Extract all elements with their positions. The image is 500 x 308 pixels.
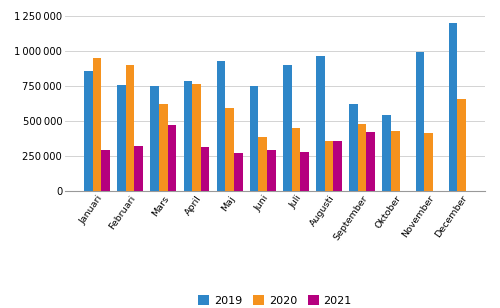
Bar (258, 137, 267, 191)
Bar (448, 23, 458, 191)
Bar (117, 85, 126, 191)
Bar (458, 99, 466, 191)
Bar (300, 152, 309, 191)
Bar (283, 65, 292, 191)
Bar (316, 56, 324, 191)
Bar (102, 150, 110, 191)
Bar (424, 133, 433, 191)
Bar (349, 103, 358, 191)
Bar (226, 108, 234, 191)
Bar (126, 65, 134, 191)
Legend: 2019, 2020, 2021: 2019, 2020, 2021 (194, 291, 356, 308)
Bar (92, 58, 102, 191)
Bar (416, 52, 424, 191)
Bar (168, 124, 176, 191)
Bar (159, 104, 168, 191)
Bar (324, 141, 334, 191)
Bar (234, 152, 242, 191)
Bar (150, 86, 159, 191)
Bar (292, 128, 300, 191)
Bar (250, 86, 258, 191)
Bar (391, 131, 400, 191)
Bar (334, 141, 342, 191)
Bar (216, 61, 226, 191)
Bar (201, 147, 209, 191)
Bar (192, 84, 201, 191)
Bar (358, 124, 366, 191)
Bar (366, 132, 375, 191)
Bar (184, 80, 192, 191)
Bar (84, 71, 92, 191)
Bar (134, 146, 143, 191)
Bar (382, 115, 391, 191)
Bar (267, 150, 276, 191)
